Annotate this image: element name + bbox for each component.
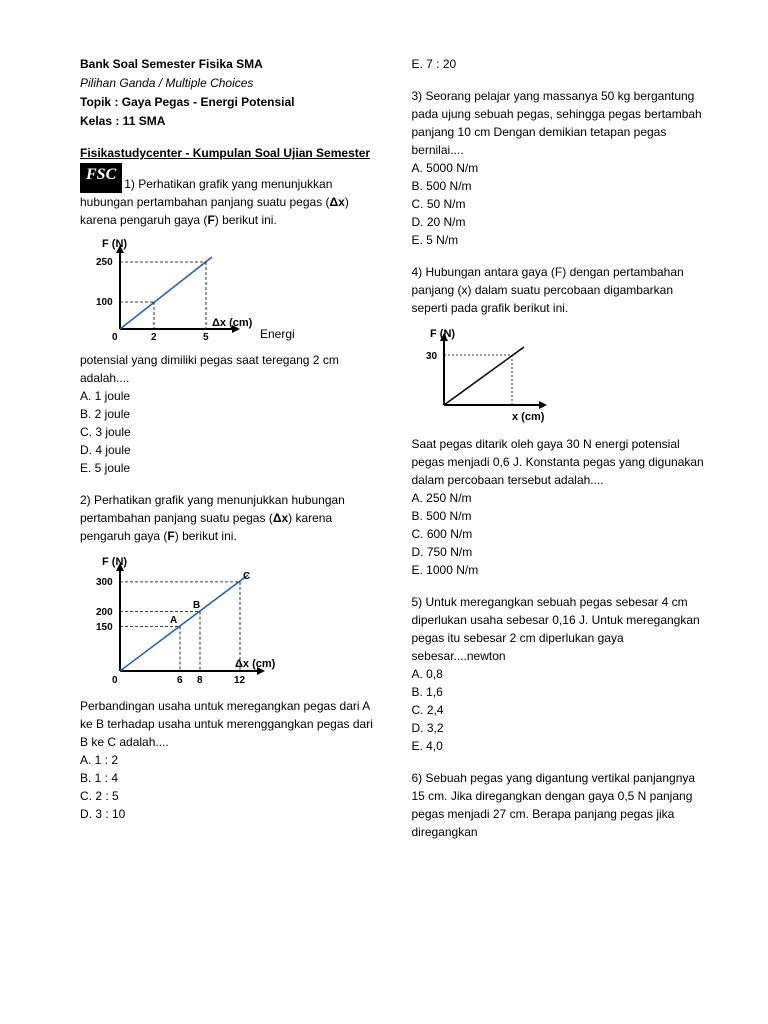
document-header: Bank Soal Semester Fisika SMA Pilihan Ga…: [80, 55, 377, 162]
question-1: FSC1) Perhatikan grafik yang menunjukkan…: [80, 163, 377, 477]
svg-text:x (cm): x (cm): [512, 411, 545, 423]
source-link: Fisikastudycenter - Kumpulan Soal Ujian …: [80, 144, 377, 162]
chart-q1: F (N) Δx (cm) 250 100 0 2 5 Energi: [80, 237, 377, 347]
q3-options: A. 5000 N/m B. 500 N/m C. 50 N/m D. 20 N…: [412, 159, 709, 249]
svg-text:5: 5: [203, 332, 209, 343]
svg-text:8: 8: [197, 675, 203, 686]
svg-text:C: C: [243, 571, 250, 582]
svg-text:150: 150: [96, 622, 113, 633]
fsc-badge: FSC: [80, 163, 122, 193]
svg-text:0: 0: [112, 332, 118, 343]
svg-text:100: 100: [96, 297, 113, 308]
question-4: 4) Hubungan antara gaya (F) dengan perta…: [412, 263, 709, 579]
q1-options: A. 1 joule B. 2 joule C. 3 joule D. 4 jo…: [80, 387, 377, 477]
svg-text:6: 6: [177, 675, 183, 686]
svg-text:A: A: [170, 615, 177, 626]
question-3: 3) Seorang pelajar yang massanya 50 kg b…: [412, 87, 709, 249]
svg-text:200: 200: [96, 607, 113, 618]
q5-options: A. 0,8 B. 1,6 C. 2,4 D. 3,2 E. 4,0: [412, 665, 709, 755]
chart-q4-svg: F (N) x (cm) 30: [412, 325, 562, 425]
chart-q1-svg: F (N) Δx (cm) 250 100 0 2 5: [80, 237, 260, 347]
topic: Topik : Gaya Pegas - Energi Potensial: [80, 93, 377, 111]
q2-opt-e: E. 7 : 20: [412, 55, 709, 73]
chart-q2-svg: A B C F (N) Δx (cm) 300 200 150 0: [80, 553, 280, 693]
svg-text:Δx (cm): Δx (cm): [235, 658, 276, 670]
q1-tail: potensial yang dimiliki pegas saat tereg…: [80, 351, 377, 387]
left-column: Bank Soal Semester Fisika SMA Pilihan Ga…: [80, 55, 377, 855]
svg-text:F (N): F (N): [102, 238, 127, 250]
svg-text:F (N): F (N): [430, 328, 455, 340]
svg-text:300: 300: [96, 577, 113, 588]
q2-tail: Perbandingan usaha untuk meregangkan peg…: [80, 697, 377, 751]
svg-text:F (N): F (N): [102, 556, 127, 568]
chart-q4: F (N) x (cm) 30: [412, 325, 709, 425]
svg-text:250: 250: [96, 257, 113, 268]
q2-options: A. 1 : 2 B. 1 : 4 C. 2 : 5 D. 3 : 10: [80, 751, 377, 823]
class: Kelas : 11 SMA: [80, 112, 377, 130]
svg-text:B: B: [193, 600, 200, 611]
chart-q2: A B C F (N) Δx (cm) 300 200 150 0: [80, 553, 377, 693]
q4-options: A. 250 N/m B. 500 N/m C. 600 N/m D. 750 …: [412, 489, 709, 579]
question-5: 5) Untuk meregangkan sebuah pegas sebesa…: [412, 593, 709, 755]
svg-text:0: 0: [112, 675, 118, 686]
subtitle: Pilihan Ganda / Multiple Choices: [80, 74, 377, 92]
svg-text:30: 30: [426, 351, 438, 362]
question-2: 2) Perhatikan grafik yang menunjukkan hu…: [80, 491, 377, 823]
q4-tail: Saat pegas ditarik oleh gaya 30 N energi…: [412, 435, 709, 489]
title: Bank Soal Semester Fisika SMA: [80, 55, 377, 73]
question-6: 6) Sebuah pegas yang digantung vertikal …: [412, 769, 709, 841]
svg-text:2: 2: [151, 332, 157, 343]
svg-text:12: 12: [234, 675, 246, 686]
right-column: E. 7 : 20 3) Seorang pelajar yang massan…: [412, 55, 709, 855]
svg-text:Δx (cm): Δx (cm): [212, 317, 253, 329]
